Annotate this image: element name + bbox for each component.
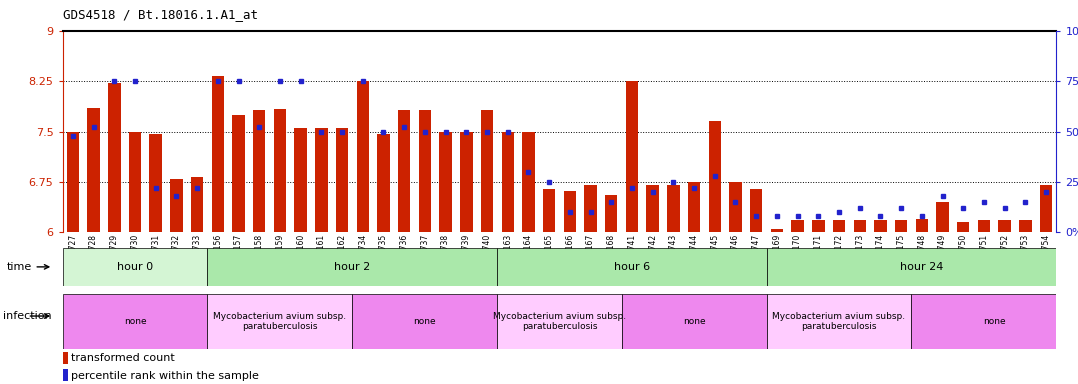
Bar [207, 294, 353, 349]
Bar [915, 219, 928, 232]
Bar [1019, 220, 1032, 232]
Text: percentile rank within the sample: percentile rank within the sample [71, 371, 259, 381]
Text: Mycobacterium avium subsp.
paratuberculosis: Mycobacterium avium subsp. paratuberculo… [213, 312, 346, 331]
Bar [497, 248, 766, 286]
Bar [128, 131, 141, 232]
Bar [998, 220, 1011, 232]
Bar [543, 189, 555, 232]
Bar [750, 189, 762, 232]
Bar [730, 182, 742, 232]
Bar [294, 128, 307, 232]
Bar [584, 185, 597, 232]
Bar [63, 294, 207, 349]
Bar [522, 131, 535, 232]
Bar [150, 134, 162, 232]
Bar [605, 195, 618, 232]
Bar [418, 110, 431, 232]
Bar [497, 294, 622, 349]
Bar [912, 294, 1077, 349]
Bar [978, 220, 991, 232]
Text: transformed count: transformed count [71, 353, 175, 363]
Bar [564, 190, 576, 232]
Text: Mycobacterium avium subsp.
paratuberculosis: Mycobacterium avium subsp. paratuberculo… [493, 312, 626, 331]
Bar [398, 110, 411, 232]
Bar [812, 220, 825, 232]
Bar [791, 220, 804, 232]
Bar [481, 110, 494, 232]
Bar [63, 248, 207, 286]
Text: none: none [124, 317, 147, 326]
Bar [647, 185, 659, 232]
Text: none: none [414, 317, 437, 326]
Bar [501, 131, 514, 232]
Text: hour 6: hour 6 [613, 262, 650, 272]
Bar [63, 352, 69, 364]
Bar [207, 248, 497, 286]
Bar [895, 220, 908, 232]
Bar [108, 83, 121, 232]
Bar [667, 185, 679, 232]
Text: time: time [6, 262, 49, 272]
Text: hour 0: hour 0 [116, 262, 153, 272]
Text: infection: infection [3, 311, 52, 321]
Bar [854, 220, 866, 232]
Bar [937, 202, 949, 232]
Bar [957, 222, 969, 232]
Bar [170, 179, 182, 232]
Bar [357, 81, 369, 232]
Bar [67, 131, 79, 232]
Bar [211, 76, 224, 232]
Bar [63, 369, 69, 381]
Bar [771, 229, 783, 232]
Bar [874, 220, 886, 232]
Bar [766, 294, 912, 349]
Text: none: none [682, 317, 705, 326]
Bar [233, 115, 245, 232]
Bar [87, 108, 100, 232]
Bar [315, 128, 328, 232]
Bar [336, 128, 348, 232]
Bar [708, 121, 721, 232]
Text: hour 2: hour 2 [334, 262, 371, 272]
Text: none: none [983, 317, 1006, 326]
Bar [688, 182, 701, 232]
Bar [440, 131, 452, 232]
Text: GDS4518 / Bt.18016.1.A1_at: GDS4518 / Bt.18016.1.A1_at [63, 8, 258, 21]
Bar [191, 177, 204, 232]
Bar [622, 294, 766, 349]
Bar [253, 110, 265, 232]
Text: hour 24: hour 24 [900, 262, 943, 272]
Text: Mycobacterium avium subsp.
paratuberculosis: Mycobacterium avium subsp. paratuberculo… [773, 312, 906, 331]
Bar [833, 220, 845, 232]
Bar [353, 294, 497, 349]
Bar [766, 248, 1077, 286]
Bar [274, 109, 286, 232]
Bar [460, 131, 472, 232]
Bar [1040, 185, 1052, 232]
Bar [625, 81, 638, 232]
Bar [377, 134, 389, 232]
